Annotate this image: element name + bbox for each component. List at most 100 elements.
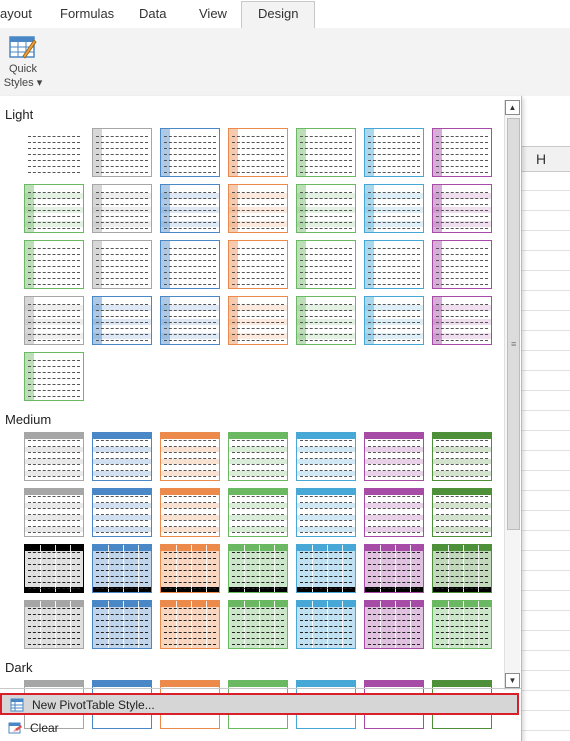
light-style-swatch[interactable]	[296, 296, 356, 345]
ribbon: Quick Styles ▾	[0, 28, 570, 97]
light-style-swatch[interactable]	[228, 240, 288, 289]
sheet-gridline	[520, 410, 570, 411]
medium-style-swatch[interactable]	[364, 544, 424, 593]
light-style-swatch[interactable]	[160, 128, 220, 177]
quick-styles-label-2: Styles ▾	[3, 77, 43, 89]
column-header-h[interactable]: H	[520, 146, 570, 172]
scroll-up-button[interactable]: ▲	[505, 100, 520, 115]
sheet-gridline	[520, 290, 570, 291]
scroll-thumb[interactable]: ≡	[507, 118, 520, 530]
quick-styles-button[interactable]: Quick Styles ▾	[2, 30, 44, 94]
sheet-gridline	[520, 490, 570, 491]
sheet-gridline	[520, 230, 570, 231]
medium-style-swatch[interactable]	[92, 432, 152, 481]
sheet-gridline	[520, 450, 570, 451]
sheet-gridline	[520, 530, 570, 531]
sheet-gridline	[520, 350, 570, 351]
light-style-swatch[interactable]	[24, 352, 84, 401]
clear-icon	[8, 722, 22, 734]
medium-style-swatch[interactable]	[296, 432, 356, 481]
light-style-swatch[interactable]	[92, 296, 152, 345]
medium-style-swatch[interactable]	[228, 600, 288, 649]
light-style-swatch[interactable]	[92, 240, 152, 289]
light-style-swatch[interactable]	[228, 128, 288, 177]
medium-style-swatch[interactable]	[364, 600, 424, 649]
medium-style-swatch[interactable]	[92, 600, 152, 649]
medium-style-swatch[interactable]	[24, 432, 84, 481]
medium-style-swatch[interactable]	[92, 488, 152, 537]
sheet-gridline	[520, 710, 570, 711]
medium-style-swatch[interactable]	[160, 432, 220, 481]
sheet-gridline	[520, 330, 570, 331]
new-style-label: New PivotTable Style...	[32, 698, 155, 712]
scroll-down-button[interactable]: ▼	[505, 673, 520, 688]
tab-data[interactable]: Data	[139, 6, 167, 21]
light-style-swatch[interactable]	[432, 296, 492, 345]
medium-style-swatch[interactable]	[296, 544, 356, 593]
light-style-swatch[interactable]	[24, 184, 84, 233]
light-style-swatch[interactable]	[296, 128, 356, 177]
light-style-swatch[interactable]	[160, 184, 220, 233]
light-style-swatch[interactable]	[432, 128, 492, 177]
ribbon-tab-bar: ayout Formulas Data View Design	[0, 0, 570, 29]
medium-style-swatch[interactable]	[228, 432, 288, 481]
tab-design[interactable]: Design	[241, 1, 316, 29]
tab-layout[interactable]: ayout	[0, 6, 32, 21]
medium-style-swatch[interactable]	[364, 432, 424, 481]
light-style-swatch[interactable]	[92, 184, 152, 233]
sheet-gridline	[520, 590, 570, 591]
light-style-swatch[interactable]	[92, 128, 152, 177]
sheet-gridline	[520, 630, 570, 631]
sheet-gridline	[520, 190, 570, 191]
light-style-swatch[interactable]	[364, 240, 424, 289]
light-style-swatch[interactable]	[364, 296, 424, 345]
light-style-swatch[interactable]	[364, 184, 424, 233]
medium-style-swatch[interactable]	[24, 544, 84, 593]
medium-style-swatch[interactable]	[364, 488, 424, 537]
sheet-gridline	[520, 370, 570, 371]
light-style-swatch[interactable]	[228, 296, 288, 345]
medium-style-swatch[interactable]	[432, 488, 492, 537]
medium-style-swatch[interactable]	[228, 544, 288, 593]
menu-separator	[0, 688, 521, 689]
medium-style-swatch[interactable]	[228, 488, 288, 537]
light-style-swatch[interactable]	[432, 240, 492, 289]
medium-style-swatch[interactable]	[160, 488, 220, 537]
sheet-gridline	[520, 610, 570, 611]
light-style-swatch[interactable]	[160, 240, 220, 289]
light-style-swatch[interactable]	[364, 128, 424, 177]
new-pivottable-style-item[interactable]: New PivotTable Style...	[0, 693, 519, 715]
medium-style-swatch[interactable]	[24, 488, 84, 537]
clear-label: Clear	[30, 721, 59, 735]
quick-styles-label-1: Quick	[8, 63, 38, 75]
light-style-swatch[interactable]	[296, 184, 356, 233]
worksheet-area	[520, 96, 570, 741]
section-dark-label: Dark	[5, 660, 33, 675]
light-style-swatch[interactable]	[24, 296, 84, 345]
medium-style-swatch[interactable]	[92, 544, 152, 593]
light-style-swatch[interactable]	[296, 240, 356, 289]
sheet-gridline	[520, 550, 570, 551]
section-medium-label: Medium	[5, 412, 52, 427]
section-light-label: Light	[5, 107, 34, 122]
tab-formulas[interactable]: Formulas	[60, 6, 115, 21]
gallery-scrollbar[interactable]: ▲ ≡ ▼	[504, 100, 520, 690]
medium-style-swatch[interactable]	[160, 544, 220, 593]
medium-style-swatch[interactable]	[296, 600, 356, 649]
medium-style-swatch[interactable]	[24, 600, 84, 649]
light-style-swatch[interactable]	[228, 184, 288, 233]
light-style-swatch[interactable]	[432, 184, 492, 233]
sheet-gridline	[520, 730, 570, 731]
medium-style-swatch[interactable]	[432, 600, 492, 649]
new-style-icon	[10, 698, 24, 712]
light-style-swatch[interactable]	[160, 296, 220, 345]
medium-style-swatch[interactable]	[160, 600, 220, 649]
light-style-swatch[interactable]	[24, 128, 84, 177]
medium-style-swatch[interactable]	[432, 544, 492, 593]
tab-view[interactable]: View	[199, 6, 227, 21]
clear-item[interactable]: Clear	[0, 718, 519, 740]
light-style-swatch[interactable]	[24, 240, 84, 289]
medium-style-swatch[interactable]	[296, 488, 356, 537]
sheet-gridline	[520, 210, 570, 211]
medium-style-swatch[interactable]	[432, 432, 492, 481]
